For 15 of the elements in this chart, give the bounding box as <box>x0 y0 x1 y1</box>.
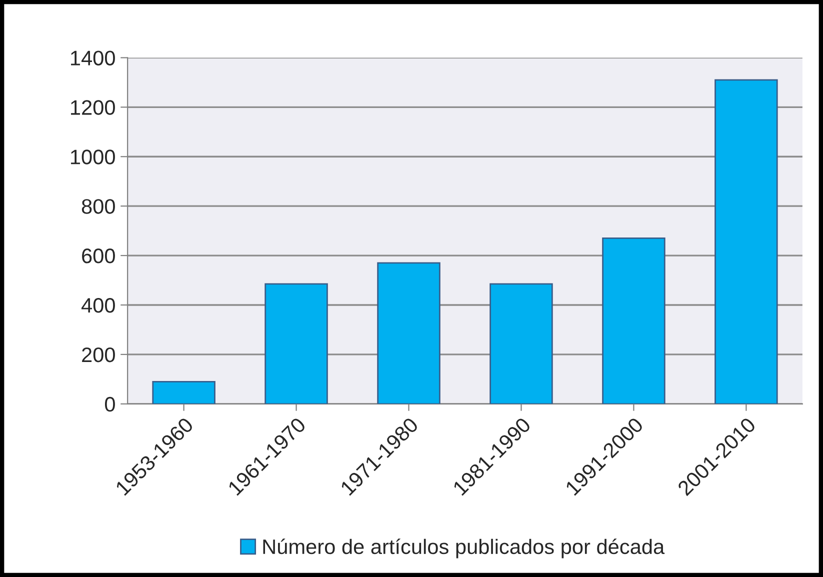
y-tick-label: 800 <box>82 199 115 214</box>
y-tick-label: 1400 <box>71 50 115 66</box>
bar <box>714 79 778 404</box>
y-tick-label: 1200 <box>71 100 115 115</box>
legend-label: Número de artículos publicados por década <box>263 538 665 558</box>
y-tick-label: 600 <box>82 248 115 264</box>
y-tick-label: 1000 <box>71 150 115 164</box>
y-tick-label: 400 <box>81 298 115 313</box>
y-tick-label: 0 <box>104 396 115 412</box>
bar <box>377 262 440 404</box>
bar <box>152 380 216 404</box>
bar <box>602 238 666 404</box>
y-tick-label: 200 <box>82 347 115 362</box>
bar <box>264 283 328 404</box>
bar <box>490 283 553 404</box>
